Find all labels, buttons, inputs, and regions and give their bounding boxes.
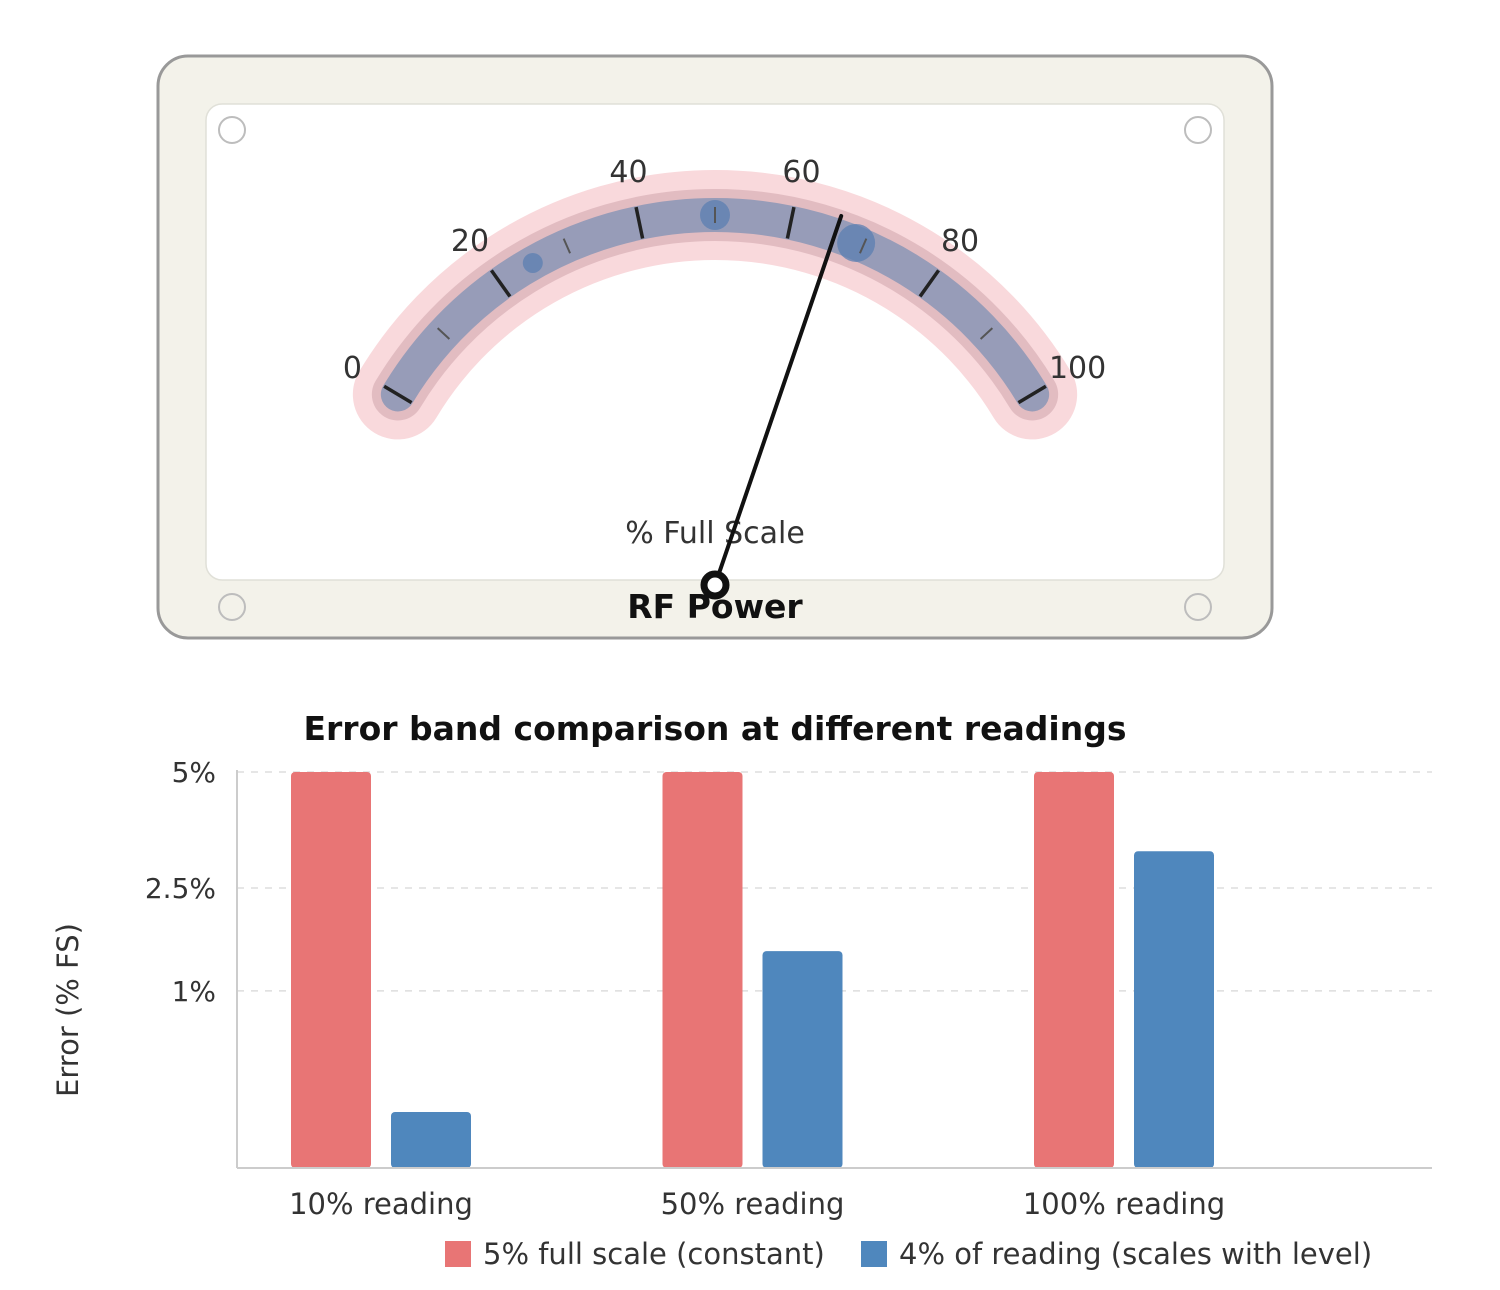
gauge-marker-69 [837, 223, 876, 262]
gauge-tick-label-80: 80 [941, 224, 979, 259]
gauge-tick-label-100: 100 [1049, 351, 1106, 386]
mounting-screw-top-right [1184, 116, 1212, 144]
y-tick-label: 5% [172, 756, 216, 789]
legend-swatch-2 [861, 1241, 887, 1267]
bar-of-reading-3 [1134, 851, 1214, 1168]
gauge-marker-25 [522, 252, 543, 273]
gauge-major-tick-40 [634, 206, 645, 239]
gauge-tick-label-60: 60 [782, 155, 820, 190]
chart-title: Error band comparison at different readi… [303, 709, 1126, 748]
gauge-major-tick-0 [383, 384, 413, 405]
gauge-major-tick-80 [918, 269, 941, 298]
gauge-major-tick-60 [785, 206, 796, 239]
bar-full-scale-1 [291, 772, 371, 1168]
y-tick-label: 1% [172, 975, 216, 1008]
y-tick-label: 2.5% [145, 872, 216, 905]
bar-full-scale-2 [662, 772, 743, 1168]
legend-label-1: 5% full scale (constant) [483, 1237, 825, 1271]
bar-full-scale-3 [1034, 772, 1114, 1168]
gauge-tick-label-0: 0 [343, 351, 362, 386]
x-tick-label: 10% reading [289, 1187, 473, 1221]
gauge-needle [713, 213, 844, 587]
gauge-minor-tick-90 [979, 327, 994, 340]
gauge-minor-tick-70 [859, 238, 868, 254]
gauge-major-tick-20 [489, 269, 512, 298]
gauge-tick-label-20: 20 [451, 224, 489, 259]
mounting-screw-top-left [218, 116, 246, 144]
y-axis-label: Error (% FS) [51, 923, 85, 1097]
bar-of-reading-1 [391, 1111, 471, 1168]
gauge-minor-tick-30 [562, 238, 571, 254]
gauge-major-tick-100 [1017, 384, 1047, 405]
mounting-screw-bottom-right [1184, 593, 1212, 621]
mounting-screw-bottom-left [218, 593, 246, 621]
legend-label-2: 4% of reading (scales with level) [899, 1237, 1372, 1271]
gauge-tick-label-40: 40 [609, 155, 647, 190]
bar-of-reading-2 [762, 951, 843, 1168]
legend-swatch-1 [445, 1241, 471, 1267]
needle-pivot [700, 570, 730, 600]
x-tick-label: 50% reading [661, 1187, 845, 1221]
x-tick-label: 100% reading [1023, 1187, 1225, 1221]
gauge-minor-tick-10 [436, 327, 451, 340]
gauge-unit-label: % Full Scale [625, 516, 805, 551]
